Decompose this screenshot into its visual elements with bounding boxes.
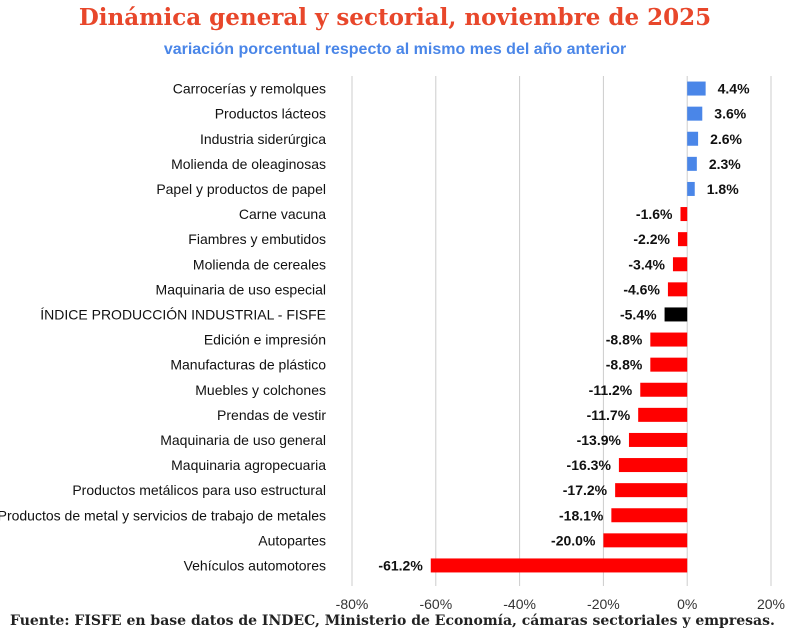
value-label: 2.6% [710,131,742,147]
x-axis-ticks: -80% -60% -40% -20% 0% 20% [336,596,785,612]
value-label: 2.3% [709,156,741,172]
bar [650,332,688,347]
bar [640,382,688,397]
bar [672,257,688,272]
bar [638,407,688,422]
value-label: 4.4% [718,81,750,97]
x-tick-label: 20% [757,596,785,612]
category-label: Carrocerías y remolques [173,81,326,97]
bar [611,508,688,523]
category-label: Molienda de oleaginosas [171,156,326,172]
value-label: -1.6% [636,206,673,222]
value-label: -4.6% [623,281,660,297]
bar [628,432,688,447]
x-tick-label: -40% [503,596,536,612]
category-label: Maquinaria agropecuaria [171,457,326,473]
category-label: Productos lácteos [215,106,326,122]
category-labels: Carrocerías y remolques Productos lácteos… [0,81,326,574]
value-label: -5.4% [620,306,657,322]
value-label: -61.2% [378,557,423,573]
category-label: ÍNDICE PRODUCCIÓN INDUSTRIAL - FISFE [40,306,326,322]
value-labels: 4.4% 3.6% 2.6% 2.3% 1.8% -1.6% -2.2% -3.4% -4.6%… [378,81,750,574]
category-label: Vehículos automotores [184,557,326,573]
bar [687,131,699,146]
value-label: -2.2% [633,231,670,247]
category-label: Autopartes [258,532,326,548]
x-tick-label: -20% [587,596,620,612]
value-label: 1.8% [707,181,739,197]
category-label: Productos metálicos para uso estructural [72,482,326,498]
value-label: -11.7% [587,407,631,423]
bar [430,558,688,573]
value-label: -18.1% [559,507,604,523]
bar [687,106,703,121]
category-label: Papel y productos de papel [156,181,326,197]
category-label: Productos de metal y servicios de trabaj… [0,507,326,523]
category-label: Edición e impresión [204,332,326,348]
category-label: Industria siderúrgica [200,131,326,147]
value-label: -8.8% [606,332,643,348]
bars [430,81,706,573]
x-tick-label: -80% [336,596,369,612]
value-label: -13.9% [577,432,622,448]
bar [687,81,706,96]
category-label: Carne vacuna [239,206,326,222]
bar [650,357,688,372]
value-label: -11.2% [589,382,633,398]
x-tick-label: -60% [419,596,452,612]
bar [677,232,688,247]
bar [687,181,695,196]
category-label: Fiambres y embutidos [188,231,326,247]
bar [664,307,688,322]
value-label: -20.0% [551,532,596,548]
value-label: -8.8% [606,357,643,373]
bar [680,207,688,222]
value-label: -3.4% [628,256,665,272]
category-label: Prendas de vestir [217,407,326,423]
value-label: -17.2% [563,482,608,498]
chart-subtitle: variación porcentual respecto al mismo m… [163,41,627,58]
value-label: -16.3% [567,457,612,473]
chart-title: Dinámica general y sectorial, noviembre … [78,4,712,31]
bar [667,282,688,297]
bar [603,533,688,548]
bar [615,483,688,498]
source-note: Fuente: FISFE en base datos de INDEC, Mi… [10,613,775,629]
bar [687,156,697,171]
category-label: Maquinaria de uso especial [156,281,326,297]
category-label: Manufacturas de plástico [170,357,326,373]
category-label: Maquinaria de uso general [160,432,326,448]
bar [618,458,688,473]
category-label: Muebles y colchones [195,382,326,398]
x-tick-label: 0% [677,596,697,612]
value-label: 3.6% [714,106,746,122]
category-label: Molienda de cereales [193,256,326,272]
